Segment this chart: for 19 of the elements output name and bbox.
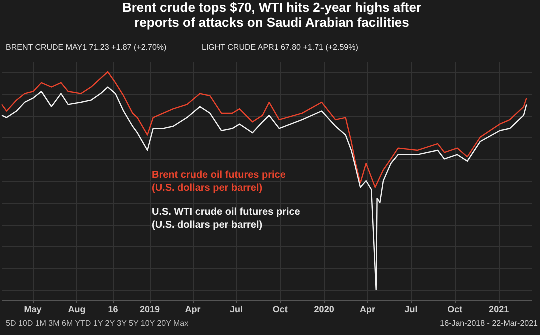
text: Brent crude oil futures price (U.S. dollars per barrel) [152, 170, 286, 194]
x-tick-label: May [24, 304, 42, 314]
x-tick-label: Apr [185, 304, 202, 314]
x-tick-label: Oct [272, 304, 288, 314]
x-tick-label: 16 [108, 304, 118, 314]
text: 16-Jan-2018 - 22-Mar-2021 [440, 319, 539, 328]
chart-title: Brent crude tops $70, WTI hits 2-year highs after reports of attacks on Saudi Arabian facilities [122, 0, 422, 30]
text: U.S. WTI crude oil futures price (U.S. dollars per barrel) [152, 207, 301, 231]
x-tick-label: Jul [404, 304, 418, 314]
x-tick-label: 2019 [140, 304, 160, 314]
x-tick-label: Aug [68, 304, 86, 314]
text: 5D 10D 1M 3M 6M YTD 1Y 2Y 3Y 5Y 10Y 20Y Max [6, 319, 189, 328]
x-tick-label: Apr [360, 304, 376, 314]
text: LIGHT CRUDE APR1 67.80 +1.71 (+2.59%) [202, 43, 359, 52]
x-tick-label: 2021 [489, 304, 510, 314]
x-tick-label: Oct [448, 304, 463, 314]
text: BRENT CRUDE MAY1 71.23 +1.87 (+2.70%) [6, 43, 167, 52]
x-tick-label: Jul [230, 304, 243, 314]
x-tick-label: 2020 [314, 304, 334, 314]
